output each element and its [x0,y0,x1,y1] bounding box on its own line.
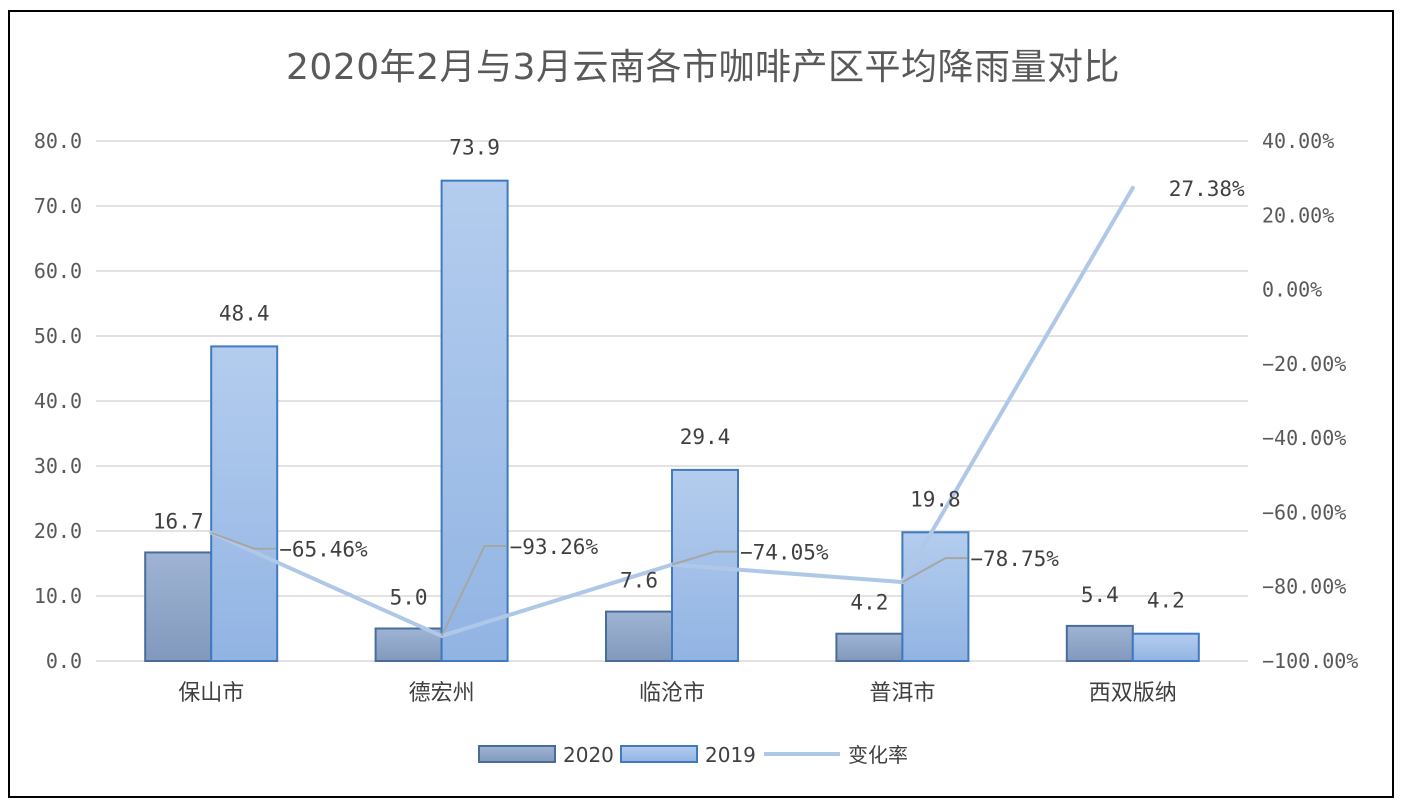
bar-2020 [605,610,673,662]
legend-label-change-rate: 变化率 [848,743,908,767]
right-tick-label: −60.00% [1262,500,1346,524]
bars [144,179,1200,663]
left-tick-label: 80.0 [34,129,82,153]
data-label-2020: 4.2 [850,591,888,615]
right-tick-label: −20.00% [1262,352,1346,376]
left-tick-label: 40.0 [34,389,82,413]
data-label-2019: 19.8 [910,487,961,511]
left-axis: 0.0 10.0 20.0 30.0 40.0 50.0 60.0 70.0 80.0 [34,129,82,673]
data-label-change-rate: −65.46% [279,538,368,562]
right-tick-label: 0.00% [1262,278,1322,302]
bar-2019 [901,531,970,662]
legend-label-2019: 2019 [705,743,756,767]
legend-swatch-2020 [478,745,556,763]
leader-line [901,557,968,583]
data-label-change-rate: −93.26% [510,535,599,559]
bar-2020 [835,632,904,663]
leader-line [671,550,737,566]
bar-2019 [210,345,279,662]
bar-2020 [144,551,213,663]
right-axis: −100.00% −80.00% −60.00% −40.00% −20.00% 0.00… [1262,129,1358,673]
bar-2019 [1131,632,1200,663]
right-tick-label: −100.00% [1262,649,1358,673]
left-tick-label: 60.0 [34,259,82,283]
left-tick-label: 50.0 [34,324,82,348]
data-label-2019: 48.4 [219,301,270,325]
leader-line [210,531,277,550]
data-label-change-rate: 27.38% [1169,177,1245,201]
category-label: 保山市 [178,681,244,706]
left-tick-label: 30.0 [34,454,82,478]
bar-2019 [440,179,509,662]
left-tick-label: 20.0 [34,519,82,543]
data-labels: 16.7 48.4 5.0 73.9 7.6 29.4 4.2 19.8 5.4 4.2 −65.4… [153,136,1245,637]
chart-title: 2020年2月与3月云南各市咖啡产区平均降雨量对比 [286,47,1120,88]
right-tick-label: −40.00% [1262,426,1346,450]
left-tick-label: 10.0 [34,584,82,608]
category-axis: 保山市 德宏州 临沧市 普洱市 西双版纳 [178,681,1177,706]
legend: 2020 2019 变化率 [478,743,908,767]
category-label: 西双版纳 [1089,681,1177,706]
legend-swatch-2019 [620,745,698,763]
right-tick-label: −80.00% [1262,575,1346,599]
right-tick-label: 20.00% [1262,203,1334,227]
legend-label-2020: 2020 [563,743,614,767]
data-label-2019: 73.9 [449,136,500,160]
category-label: 临沧市 [639,681,705,706]
data-label-2020: 16.7 [153,509,204,533]
data-label-2019: 29.4 [680,425,731,449]
category-label: 德宏州 [409,681,475,706]
leader-line [440,544,507,637]
data-label-2020: 5.0 [390,586,428,610]
data-label-2020: 7.6 [620,569,658,593]
data-label-2019: 4.2 [1147,589,1185,613]
right-tick-label: 40.00% [1262,129,1334,153]
bar-2020 [1065,624,1134,663]
data-label-change-rate: −78.75% [970,547,1059,571]
data-label-change-rate: −74.05% [740,541,829,565]
left-tick-label: 0.0 [46,649,82,673]
category-label: 普洱市 [869,681,935,706]
bar-2020 [374,627,443,662]
left-tick-label: 70.0 [34,194,82,218]
data-label-2020: 5.4 [1081,583,1119,607]
